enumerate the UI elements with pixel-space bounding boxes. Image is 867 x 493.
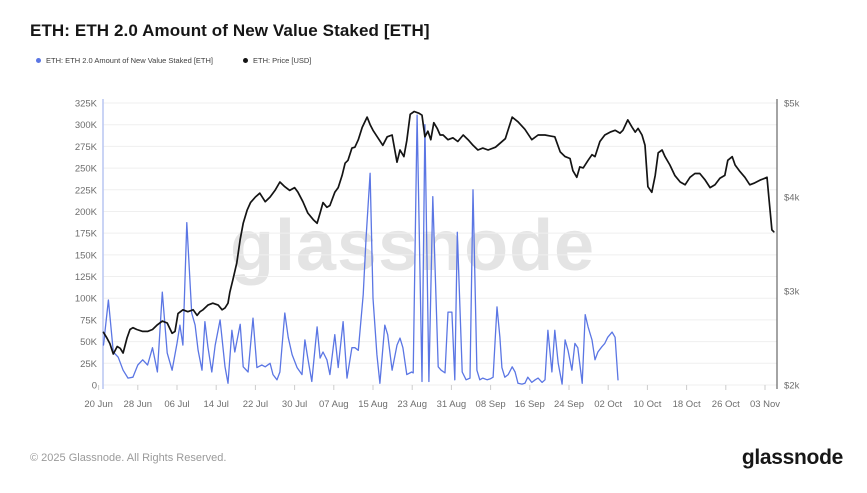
svg-text:0: 0 xyxy=(92,381,97,392)
svg-text:03 Nov: 03 Nov xyxy=(750,399,780,410)
svg-text:23 Aug: 23 Aug xyxy=(397,399,427,410)
svg-text:50K: 50K xyxy=(80,337,98,348)
legend-label-staked: ETH: ETH 2.0 Amount of New Value Staked … xyxy=(46,56,214,65)
svg-text:75K: 75K xyxy=(80,315,98,326)
svg-text:14 Jul: 14 Jul xyxy=(204,399,229,410)
svg-text:175K: 175K xyxy=(75,229,98,240)
svg-text:20 Jun: 20 Jun xyxy=(84,399,113,410)
svg-text:31 Aug: 31 Aug xyxy=(437,399,467,410)
svg-text:30 Jul: 30 Jul xyxy=(282,399,307,410)
svg-text:25K: 25K xyxy=(80,359,98,370)
svg-text:225K: 225K xyxy=(75,185,98,196)
svg-text:10 Oct: 10 Oct xyxy=(633,399,661,410)
svg-text:28 Jun: 28 Jun xyxy=(124,399,153,410)
svg-text:$2k: $2k xyxy=(784,381,800,392)
svg-text:07 Aug: 07 Aug xyxy=(319,399,349,410)
legend-item-staked[interactable]: ETH: ETH 2.0 Amount of New Value Staked … xyxy=(36,56,213,65)
copyright-text: © 2025 Glassnode. All Rights Reserved. xyxy=(30,452,227,464)
glassnode-watermark: glassnode xyxy=(230,206,596,286)
chart-legend: ETH: ETH 2.0 Amount of New Value Staked … xyxy=(36,56,311,65)
svg-text:300K: 300K xyxy=(75,120,98,131)
svg-text:18 Oct: 18 Oct xyxy=(673,399,701,410)
svg-text:$4k: $4k xyxy=(784,193,800,204)
svg-text:$3k: $3k xyxy=(784,287,800,298)
legend-dot-price-icon xyxy=(243,58,249,63)
svg-text:15 Aug: 15 Aug xyxy=(358,399,388,410)
legend-dot-staked-icon xyxy=(36,58,41,63)
glassnode-logo: glassnode xyxy=(741,446,843,469)
svg-text:$5k: $5k xyxy=(784,99,800,110)
legend-label-price: ETH: Price [USD] xyxy=(253,56,312,65)
svg-text:02 Oct: 02 Oct xyxy=(594,399,622,410)
svg-text:325K: 325K xyxy=(75,99,98,110)
svg-text:200K: 200K xyxy=(75,207,98,218)
svg-text:26 Oct: 26 Oct xyxy=(712,399,740,410)
svg-text:100K: 100K xyxy=(75,294,98,305)
legend-item-price[interactable]: ETH: Price [USD] xyxy=(243,56,311,65)
svg-text:08 Sep: 08 Sep xyxy=(476,399,506,410)
page-title: ETH: ETH 2.0 Amount of New Value Staked … xyxy=(30,21,430,40)
svg-text:16 Sep: 16 Sep xyxy=(515,399,545,410)
svg-text:24 Sep: 24 Sep xyxy=(554,399,584,410)
svg-text:22 Jul: 22 Jul xyxy=(243,399,268,410)
svg-text:275K: 275K xyxy=(75,142,98,153)
svg-text:125K: 125K xyxy=(75,272,98,283)
svg-text:250K: 250K xyxy=(75,164,98,175)
svg-text:06 Jul: 06 Jul xyxy=(164,399,189,410)
svg-text:150K: 150K xyxy=(75,250,98,261)
